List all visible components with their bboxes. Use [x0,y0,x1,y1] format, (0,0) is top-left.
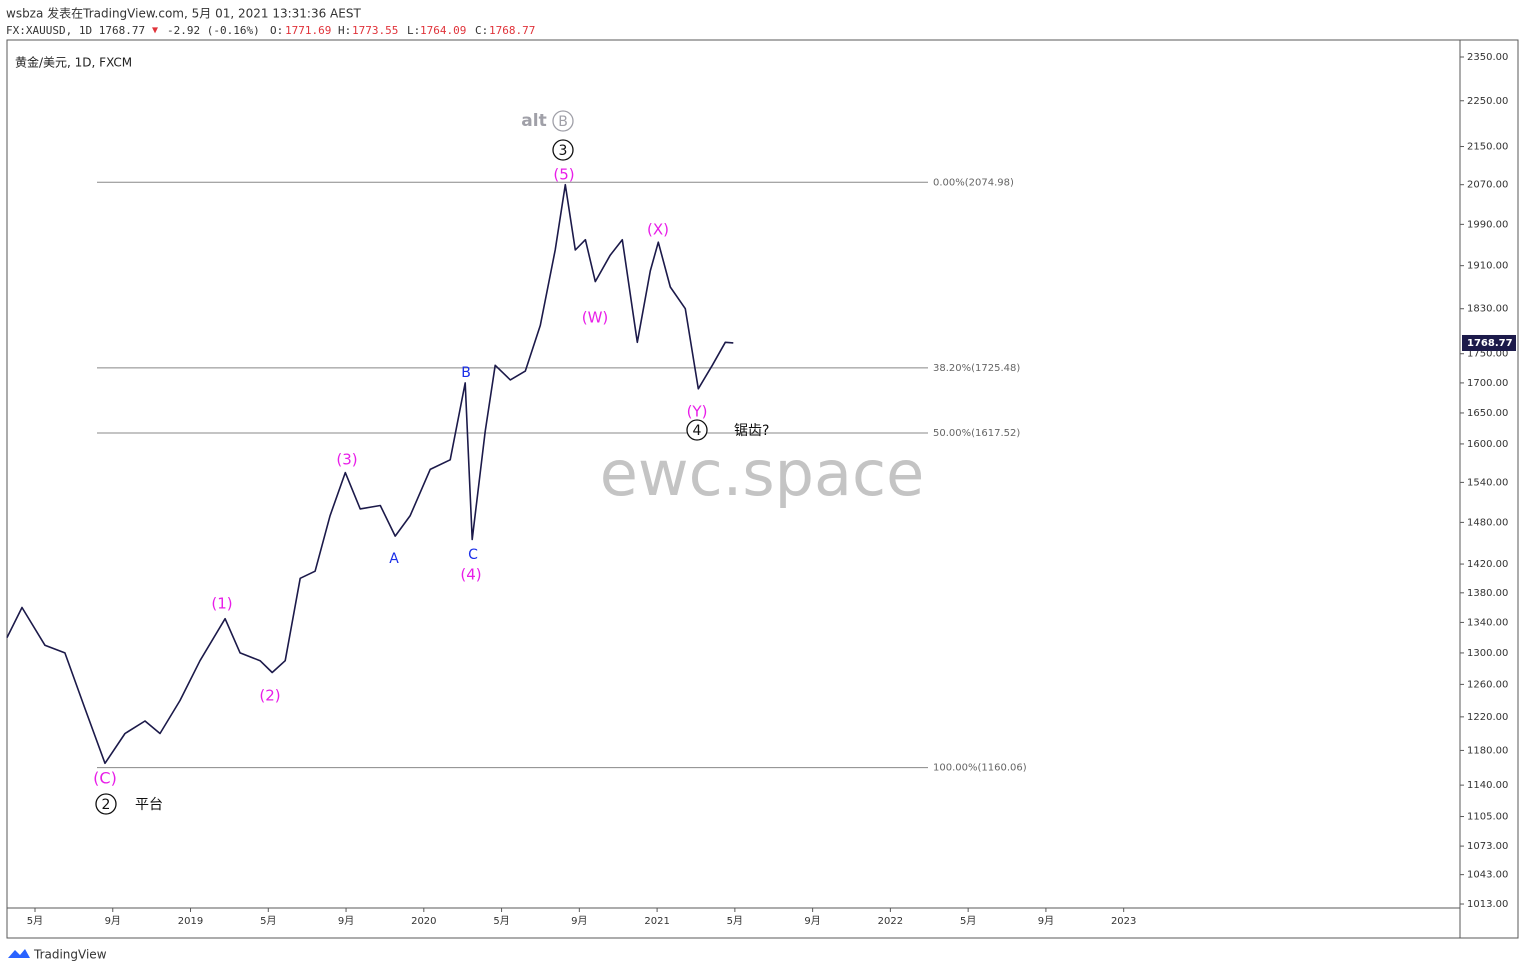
last-price-label: 1768.77 [1467,338,1513,349]
x-tick-label: 5月 [727,915,743,927]
wave-label: (W) [582,309,609,327]
wave-label: B [558,114,568,130]
open-label: O: [270,24,283,37]
close-label: C: [475,24,488,37]
logo-icon [8,949,30,958]
fib-label: 50.00%(1617.52) [933,428,1020,439]
low: 1764.09 [420,24,466,37]
wave-label: C [468,547,478,563]
y-tick-label: 2070.00 [1467,180,1508,191]
wave-label: 平台 [135,797,163,813]
watermark: ewc.space [600,437,925,510]
logo: TradingView [8,948,107,962]
x-tick-label: 9月 [804,915,820,927]
y-tick-label: 1013.00 [1467,899,1508,910]
y-tick-label: 1750.00 [1467,349,1508,360]
wave-label: 2 [102,797,111,813]
wave-label: A [389,551,399,567]
y-tick-label: 1910.00 [1467,261,1508,272]
wave-label: 3 [559,143,568,159]
x-tick-label: 9月 [338,915,354,927]
chart-title: 黄金/美元, 1D, FXCM [15,55,132,70]
x-tick-label: 2019 [178,916,203,927]
y-tick-label: 1830.00 [1467,304,1508,315]
fib-label: 0.00%(2074.98) [933,177,1014,188]
wave-label: (5) [553,166,574,184]
wave-circle [95,793,117,815]
wave-label: (3) [336,451,357,469]
wave-label: (C) [93,769,117,788]
author-line: wsbza 发表在TradingView.com, 5月 01, 2021 13… [6,6,361,21]
wave-label: (X) [647,221,669,239]
y-tick-label: 1420.00 [1467,559,1508,570]
y-tick-label: 1180.00 [1467,745,1508,756]
price-line [6,183,734,765]
x-tick-label: 2020 [411,916,436,927]
y-tick-label: 1260.00 [1467,679,1508,690]
y-tick-label: 1380.00 [1467,588,1508,599]
fib-label: 38.20%(1725.48) [933,363,1020,374]
y-tick-label: 2350.00 [1467,52,1508,63]
wave-circle [686,419,708,441]
x-tick-label: 9月 [571,915,587,927]
change-arrow: ▼ [152,25,158,36]
y-tick-label: 1700.00 [1467,378,1508,389]
fib-label: 100.00%(1160.06) [933,763,1027,774]
x-tick-label: 9月 [1038,915,1054,927]
wave-label: (Y) [687,403,708,421]
y-tick-label: 1650.00 [1467,408,1508,419]
y-tick-label: 1140.00 [1467,780,1508,791]
y-tick-label: 1540.00 [1467,477,1508,488]
open: 1771.69 [285,24,331,37]
y-tick-label: 2150.00 [1467,142,1508,153]
x-tick-label: 5月 [27,915,43,927]
wave-label: (2) [259,687,280,705]
x-tick-label: 2022 [878,916,903,927]
y-tick-label: 1340.00 [1467,617,1508,628]
symbol-line: FX:XAUUSD, 1D 1768.77 [6,24,145,37]
wave-label: alt [521,111,546,131]
x-tick-label: 5月 [960,915,976,927]
y-tick-label: 1990.00 [1467,219,1508,230]
y-tick-label: 1600.00 [1467,439,1508,450]
y-tick-label: 2250.00 [1467,96,1508,107]
x-tick-label: 2023 [1111,916,1136,927]
y-tick-label: 1043.00 [1467,870,1508,881]
change: -2.92 (-0.16%) [167,24,260,37]
low-label: L: [407,24,420,37]
wave-label: 4 [693,423,702,439]
wave-circle [552,139,574,161]
high: 1773.55 [352,24,398,37]
close: 1768.77 [489,24,535,37]
wave-label: 锯齿? [734,423,769,439]
wave-label: (1) [211,595,232,613]
x-tick-label: 9月 [105,915,121,927]
chart-frame [6,39,1519,939]
last-price-tag [1462,334,1516,351]
x-tick-label: 2021 [644,916,669,927]
logo-text[interactable]: TradingView [33,948,107,962]
y-tick-label: 1480.00 [1467,517,1508,528]
wave-label: B [461,365,471,381]
x-tick-label: 5月 [260,915,276,927]
y-tick-label: 1105.00 [1467,812,1508,823]
high-label: H: [338,24,351,37]
wave-circle [552,110,574,132]
x-tick-label: 5月 [493,915,509,927]
y-tick-label: 1073.00 [1467,841,1508,852]
y-tick-label: 1220.00 [1467,712,1508,723]
y-tick-label: 1300.00 [1467,648,1508,659]
wave-label: (4) [460,566,481,584]
